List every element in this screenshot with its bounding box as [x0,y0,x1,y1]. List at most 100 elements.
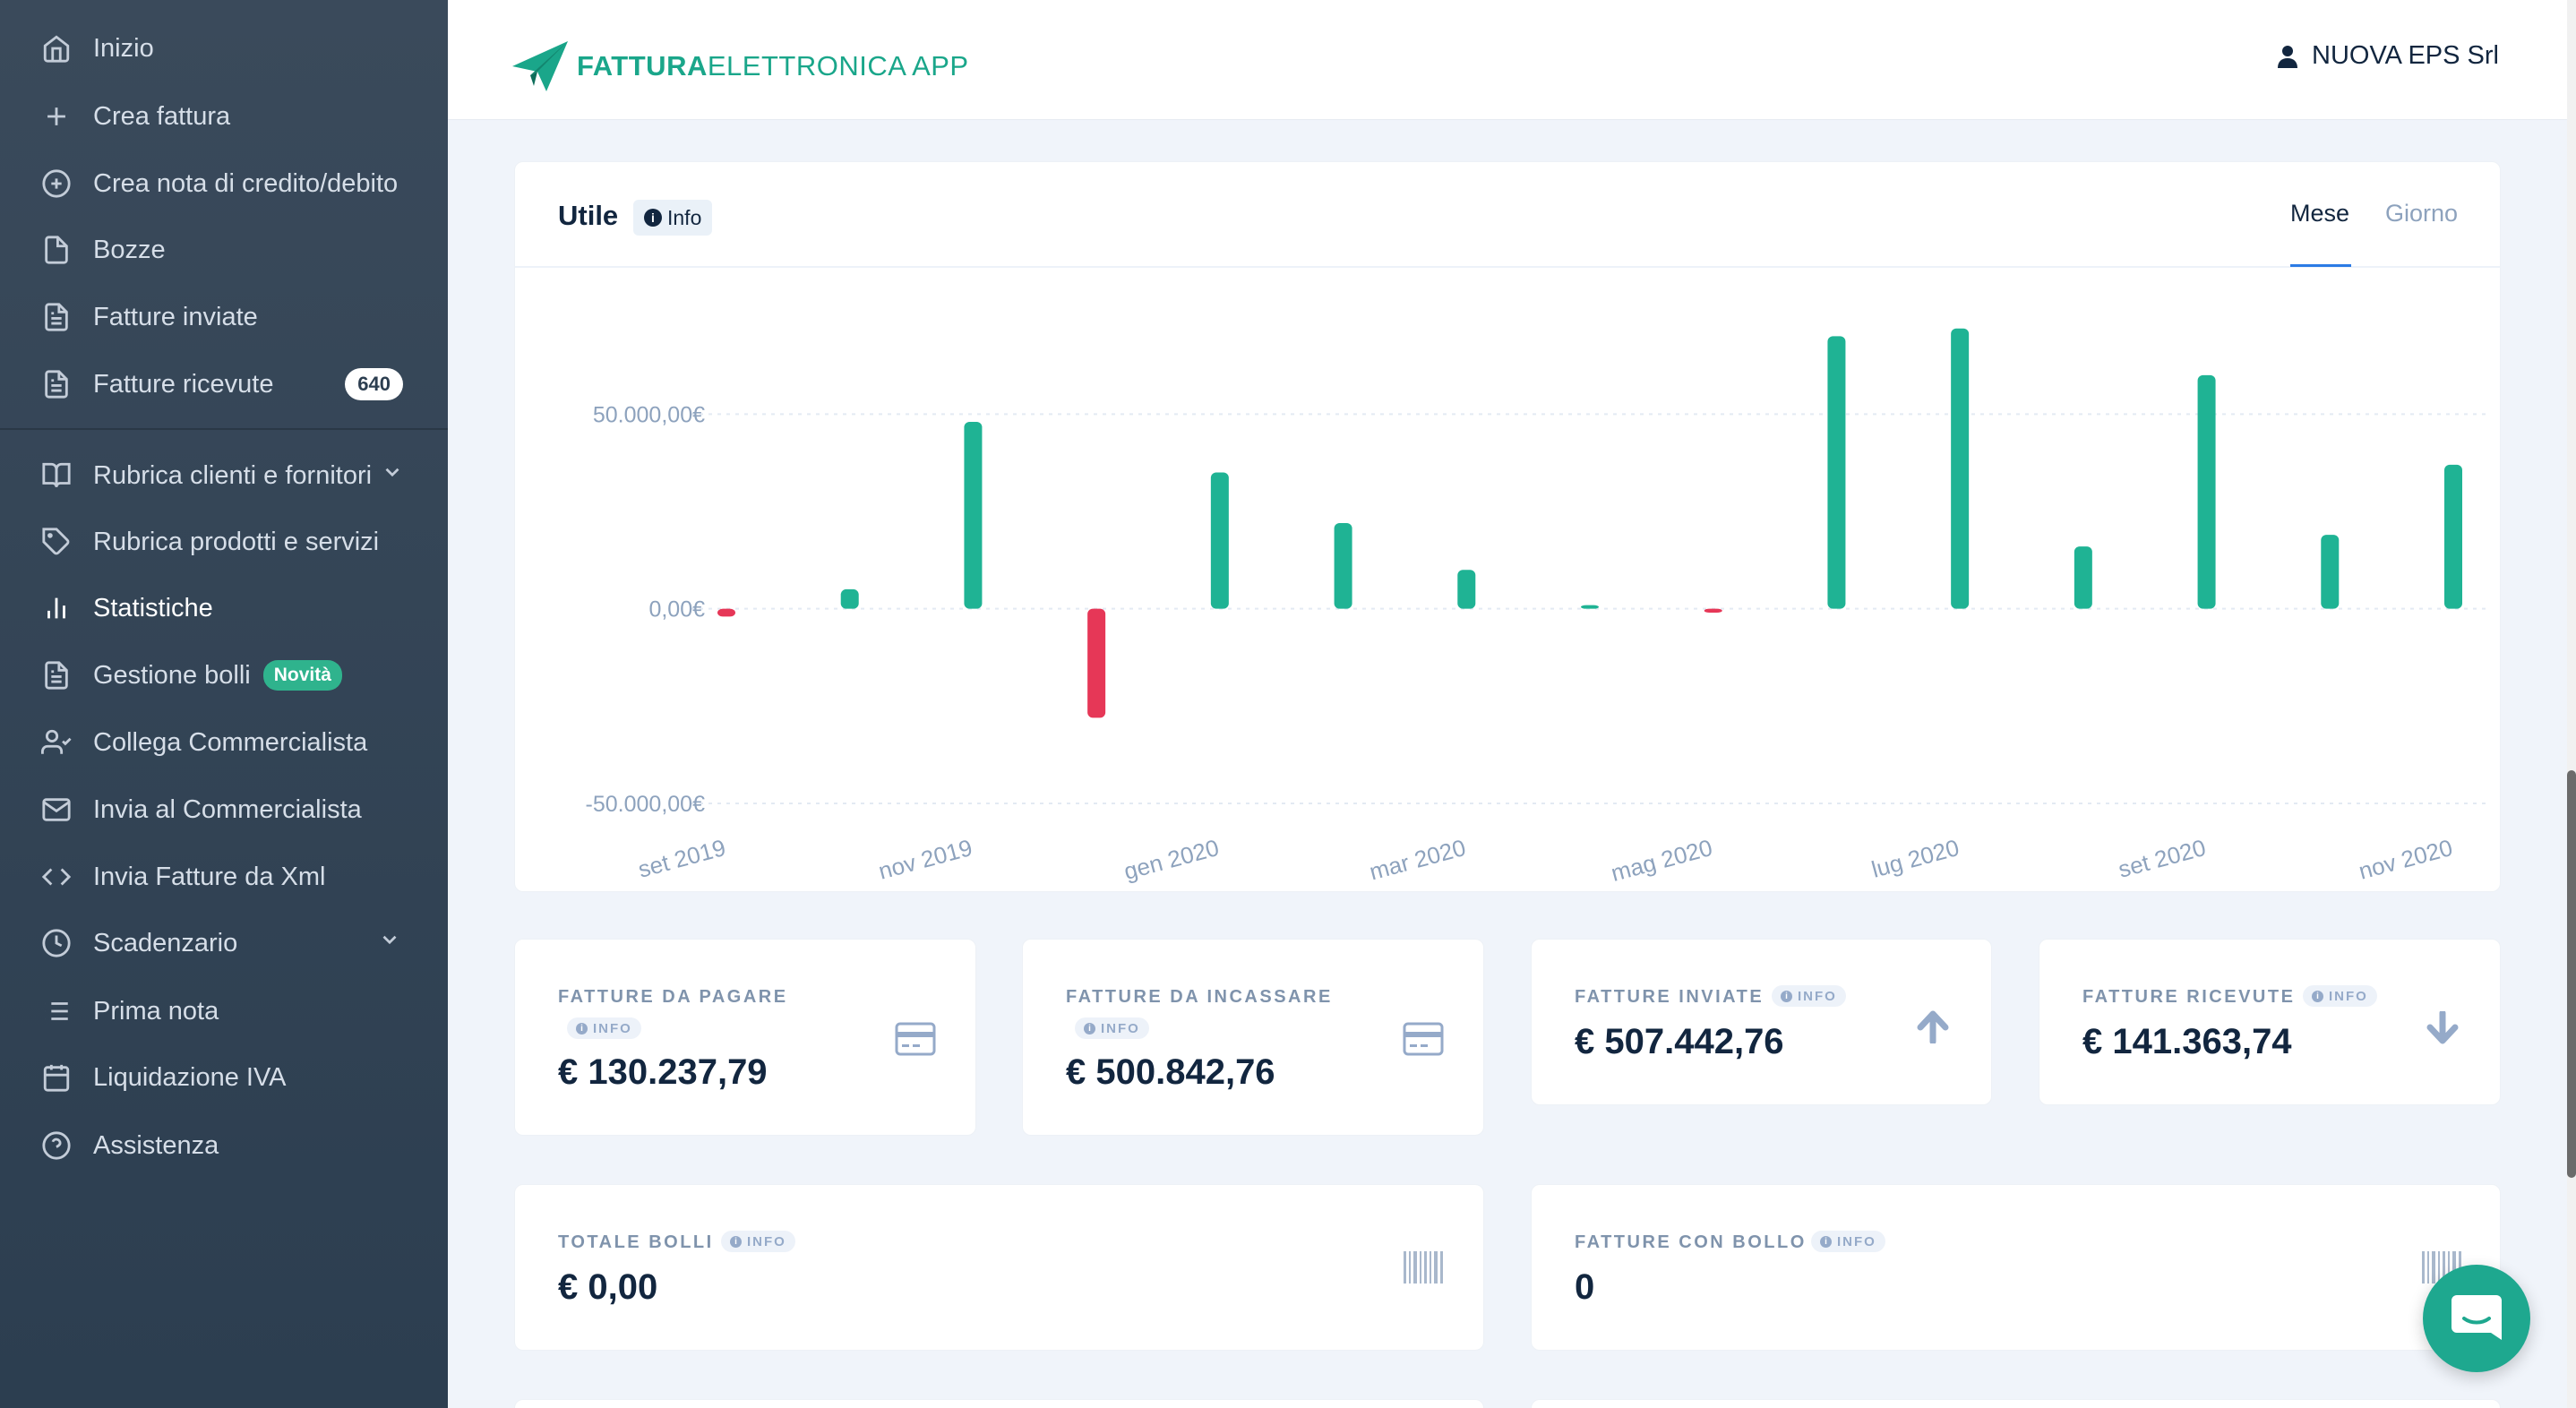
sidebar-item-rubrica-prodotti[interactable]: Rubrica prodotti e servizi [0,515,448,569]
sidebar-item-label: Gestione bolli [93,660,251,690]
scrollbar-thumb[interactable] [2567,770,2576,1178]
scrollbar-track[interactable] [2567,0,2576,1408]
info-badge[interactable]: i INFO [1811,1231,1885,1252]
chevron-down-icon[interactable] [378,928,401,958]
list-icon [41,996,72,1026]
bar-apr-2020[interactable] [1581,605,1599,609]
help-circle-icon [41,1130,72,1161]
bar-nov-2020[interactable] [2444,464,2462,609]
bar-gen-2020[interactable] [1210,472,1229,609]
sidebar-item-label: Assistenza [93,1130,219,1160]
y-tick-label: -50.000,00€ [586,792,706,817]
bar-feb-2020[interactable] [1334,523,1352,609]
book-icon [41,460,72,491]
x-tick-label: nov 2019 [876,834,975,885]
info-badge[interactable]: i INFO [721,1231,795,1252]
home-icon [41,33,72,64]
chat-support-button[interactable] [2423,1265,2530,1372]
sidebar: Inizio Crea fattura Crea nota di credito… [0,0,448,1408]
x-tick-label: gen 2020 [1121,834,1223,885]
user-menu[interactable]: NUOVA EPS Srl [2278,41,2499,71]
card-totale-bolli: TOTALE BOLLI i INFO € 0,00 [514,1184,1484,1351]
sidebar-item-assistenza[interactable]: Assistenza [0,1119,448,1172]
y-tick-label: 0,00€ [648,597,705,622]
arrow-down-icon [2426,1011,2459,1044]
info-button[interactable]: i Info [633,200,713,236]
sidebar-divider [0,428,448,430]
sidebar-item-collega-commercialista[interactable]: Collega Commercialista [0,716,448,769]
sidebar-item-label: Fatture inviate [93,302,258,331]
code-icon [41,862,72,892]
new-badge: Novità [262,660,342,691]
sidebar-item-invia-xml[interactable]: Invia Fatture da Xml [0,850,448,904]
tag-icon [41,527,72,557]
sidebar-item-statistiche[interactable]: Statistiche [0,581,448,635]
profit-bar-chart: 100.000,00€50.000,00€0,00€-50.000,00€set… [586,328,2489,887]
sidebar-item-label: Crea nota di credito/debito [93,168,399,198]
bar-nov-2019[interactable] [964,422,983,609]
tab-giorno[interactable]: Giorno [2385,200,2459,227]
info-badge[interactable]: i INFO [567,1017,641,1039]
stat-value: € 0,00 [558,1267,658,1307]
bar-lug-2020[interactable] [1951,328,1970,609]
x-tick-label: lug 2020 [1868,834,1962,883]
stat-value: € 141.363,74 [2082,1022,2292,1061]
file-icon [41,235,72,265]
sidebar-item-label: Rubrica prodotti e servizi [93,527,380,556]
sidebar-item-invia-commercialista[interactable]: Invia al Commercialista [0,783,448,837]
sidebar-item-label: Collega Commercialista [93,727,368,757]
file-text-icon [41,660,72,691]
sidebar-item-inizio[interactable]: Inizio [0,21,448,75]
tab-mese[interactable]: Mese [2290,200,2350,227]
stat-label: FATTURE DA INCASSARE [1066,987,1333,1007]
calendar-icon [41,1062,72,1093]
user-icon [2278,45,2298,68]
sidebar-item-crea-nota[interactable]: Crea nota di credito/debito [0,157,448,210]
app-logo[interactable]: FATTURAELETTRONICA APP [511,39,969,93]
logo-text: FATTURAELETTRONICA APP [577,50,969,82]
bar-ott-2020[interactable] [2321,535,2340,609]
stat-value: € 507.442,76 [1575,1022,1784,1061]
info-badge[interactable]: i INFO [2303,985,2377,1007]
sidebar-item-label: Statistiche [93,593,213,622]
x-tick-label: nov 2020 [2356,834,2455,885]
sidebar-item-rubrica-clienti[interactable]: Rubrica clienti e fornitori [0,449,448,502]
bar-mar-2020[interactable] [1457,570,1476,609]
sidebar-item-liquidazione-iva[interactable]: Liquidazione IVA [0,1051,448,1104]
info-badge[interactable]: i INFO [1075,1017,1149,1039]
top-header: FATTURAELETTRONICA APP NUOVA EPS Srl [448,0,2567,120]
sidebar-item-bozze[interactable]: Bozze [0,223,448,277]
card-partial [514,1399,1484,1408]
bar-ago-2020[interactable] [2074,546,2092,609]
sidebar-item-fatture-inviate[interactable]: Fatture inviate [0,290,448,344]
bar-dic-2019[interactable] [1087,608,1106,718]
barcode-icon [1404,1251,1443,1284]
card-fatture-ricevute: FATTURE RICEVUTE i INFO € 141.363,74 [2039,939,2501,1105]
credit-card-icon [1403,1022,1444,1056]
sidebar-item-crea-fattura[interactable]: Crea fattura [0,90,448,143]
stat-label: FATTURE DA PAGARE [558,987,788,1007]
count-badge: 640 [345,368,403,400]
bar-set-2020[interactable] [2197,374,2216,609]
sidebar-item-gestione-bolli[interactable]: Gestione bolli Novità [0,648,448,702]
info-badge[interactable]: i INFO [1772,985,1846,1007]
sidebar-item-prima-nota[interactable]: Prima nota [0,984,448,1038]
card-fatture-inviate: FATTURE INVIATE i INFO € 507.442,76 [1531,939,1992,1105]
bar-ott-2019[interactable] [840,588,859,609]
file-text-icon [41,302,72,332]
bar-chart-icon [41,593,72,623]
info-icon: i [644,209,662,227]
bar-set-2019[interactable] [717,608,735,617]
sidebar-item-label: Scadenzario [93,928,238,957]
sidebar-item-scadenzario[interactable]: Scadenzario [0,916,448,970]
arrow-up-icon [1917,1010,1949,1043]
sidebar-item-fatture-ricevute[interactable]: Fatture ricevute 640 [0,357,448,411]
chevron-down-icon[interactable] [381,460,404,491]
x-tick-label: mar 2020 [1367,834,1469,885]
bar-mag-2020[interactable] [1704,608,1722,614]
bar-giu-2020[interactable] [1827,336,1846,609]
stat-label: FATTURE CON BOLLO [1575,1232,1807,1252]
active-tab-indicator [2290,264,2351,267]
stat-label: FATTURE RICEVUTE [2082,987,2296,1007]
company-name: NUOVA EPS Srl [2312,41,2499,70]
